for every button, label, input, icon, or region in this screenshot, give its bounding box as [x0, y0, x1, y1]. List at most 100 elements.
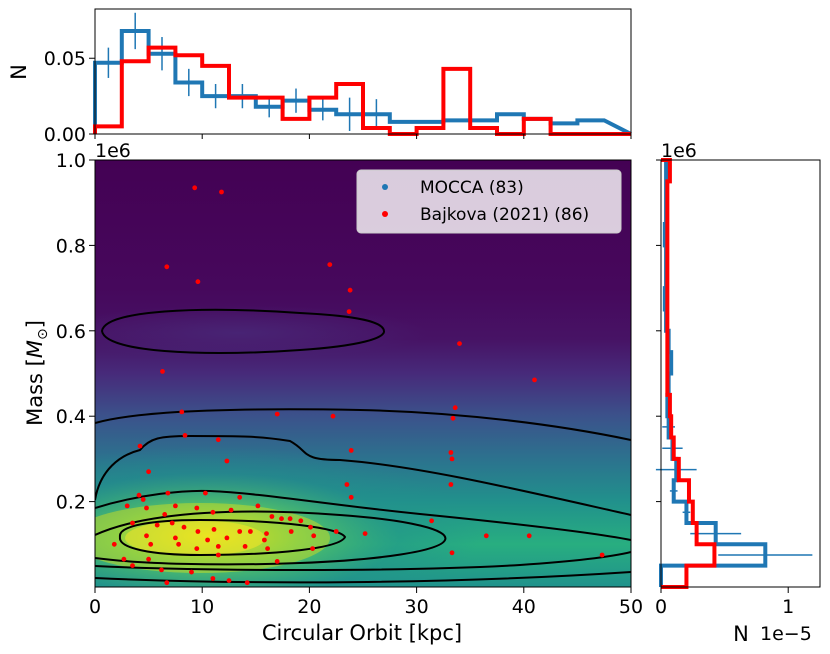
- scatter-points: [111, 185, 605, 586]
- scatter-point: [288, 529, 294, 534]
- top-y-tick-label: 0.05: [44, 48, 86, 70]
- legend-label-mocca: MOCCA (83): [420, 178, 524, 198]
- scatter-point: [215, 437, 221, 443]
- x-tick-label: 50: [619, 596, 643, 618]
- x-tick-label: 0: [89, 596, 101, 618]
- scatter-point: [144, 505, 149, 511]
- scatter-point: [192, 185, 198, 191]
- scatter-point: [532, 377, 537, 383]
- scatter-point: [144, 533, 149, 539]
- scatter-point: [176, 541, 182, 547]
- right-y-offset-label: 1e6: [661, 140, 697, 162]
- y-tick-label: 0.8: [56, 235, 86, 257]
- scatter-point: [274, 411, 280, 417]
- scatter-point: [298, 518, 304, 524]
- x-tick-label: 20: [297, 596, 321, 618]
- scatter-point: [224, 535, 230, 541]
- scatter-point: [449, 456, 455, 462]
- scatter-point: [457, 341, 462, 346]
- scatter-point: [526, 533, 532, 539]
- scatter-point: [269, 514, 275, 519]
- y-tick-label: 1.0: [56, 150, 86, 172]
- legend-marker-mocca: [382, 184, 388, 190]
- y-offset-label: 1e6: [95, 140, 131, 162]
- scatter-point: [146, 469, 152, 475]
- scatter-point: [148, 541, 154, 547]
- scatter-point: [159, 567, 164, 573]
- scatter-point: [264, 531, 269, 536]
- scatter-point: [279, 516, 284, 522]
- scatter-point: [219, 189, 224, 195]
- scatter-point: [450, 415, 456, 421]
- scatter-point: [311, 533, 317, 539]
- scatter-point: [203, 490, 208, 496]
- top-y-axis: 0.00 0.05: [44, 48, 95, 146]
- scatter-point: [195, 529, 201, 534]
- scatter-point: [162, 512, 168, 517]
- scatter-point: [194, 546, 200, 551]
- y-axis-label: Mass [M⊙]: [23, 320, 51, 426]
- top-y-tick-label: 0.00: [44, 124, 86, 146]
- x-tick-label: 30: [405, 596, 429, 618]
- scatter-point: [348, 494, 354, 500]
- scatter-point: [483, 533, 489, 539]
- scatter-point: [121, 556, 127, 562]
- scatter-point: [255, 503, 261, 509]
- right-x-tick-label: 1: [782, 596, 794, 618]
- scatter-point: [344, 482, 350, 487]
- scatter-point: [130, 563, 135, 568]
- scatter-point: [130, 520, 135, 526]
- right-step-mocca: [659, 158, 768, 587]
- x-tick-label: 40: [512, 596, 536, 618]
- scatter-point: [452, 405, 458, 411]
- right-x-tick-label: 0: [655, 596, 667, 618]
- scatter-point: [164, 580, 170, 586]
- scatter-point: [140, 497, 146, 502]
- scatter-point: [205, 537, 211, 543]
- scatter-point: [248, 529, 253, 534]
- scatter-point: [164, 264, 170, 270]
- right-step-bajkova: [661, 158, 717, 589]
- scatter-point: [262, 537, 267, 543]
- scatter-point: [228, 507, 234, 513]
- right-x-axis-label: N: [733, 622, 749, 646]
- scatter-point: [154, 522, 160, 528]
- scatter-point: [189, 569, 194, 575]
- scatter-point: [194, 505, 200, 511]
- right-y-ticks: [656, 159, 661, 503]
- scatter-point: [244, 580, 250, 586]
- scatter-point: [181, 524, 187, 530]
- legend: MOCCA (83) Bajkova (2021) (86): [356, 169, 622, 234]
- scatter-point: [274, 559, 280, 564]
- scatter-point: [182, 433, 188, 438]
- scatter-point: [429, 518, 434, 524]
- scatter-point: [237, 529, 243, 534]
- legend-box: [356, 169, 622, 234]
- scatter-point: [448, 482, 454, 487]
- scatter-point: [347, 287, 353, 293]
- scatter-point: [137, 443, 143, 449]
- scatter-point: [449, 550, 455, 556]
- scatter-point: [287, 516, 293, 522]
- scatter-point: [448, 450, 454, 455]
- y-tick-label: 0.4: [56, 406, 86, 428]
- right-x-offset-label: 1e−5: [760, 623, 812, 645]
- scatter-point: [179, 409, 185, 415]
- scatter-point: [169, 520, 175, 526]
- scatter-point: [124, 503, 130, 509]
- main-x-axis: 0 10 20 30 40 50: [89, 587, 643, 618]
- scatter-point: [348, 448, 354, 453]
- top-frame: [94, 8, 632, 135]
- x-tick-label: 10: [190, 596, 214, 618]
- scatter-point: [111, 541, 117, 547]
- legend-label-bajkova: Bajkova (2021) (86): [420, 205, 589, 225]
- scatter-point: [215, 552, 221, 558]
- top-y-axis-label: N: [7, 64, 31, 80]
- top-histogram-bars: [93, 12, 632, 136]
- scatter-point: [173, 535, 178, 541]
- scatter-point: [242, 544, 248, 549]
- x-axis-label: Circular Orbit [kpc]: [262, 621, 462, 645]
- main-frame: [94, 159, 632, 588]
